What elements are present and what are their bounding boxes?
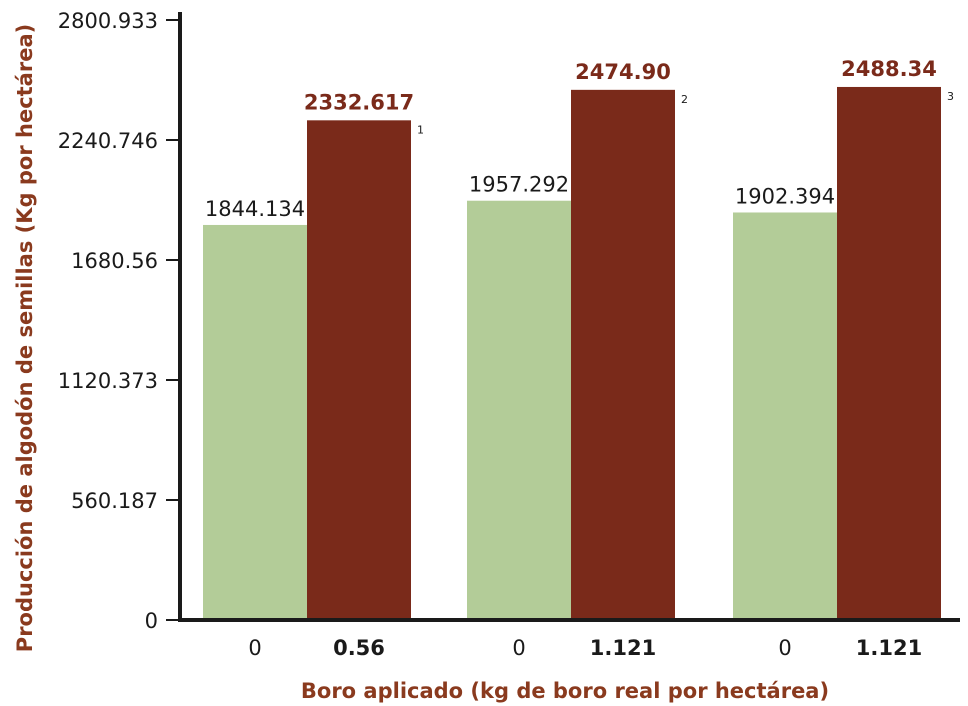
y-tick-label: 0 bbox=[145, 609, 158, 633]
bar-treated bbox=[571, 89, 675, 620]
x-axis: 0 0.56 0 1.121 0 1.121 bbox=[178, 618, 960, 660]
x-category-label: 1.121 bbox=[590, 636, 656, 660]
bar-control bbox=[203, 224, 307, 620]
y-axis: 0 560.187 1120.373 1680.56 2240.746 2800.933 bbox=[58, 9, 182, 633]
data-label-treated: 2488.34 bbox=[841, 57, 937, 81]
bar-treated bbox=[837, 86, 941, 620]
y-axis-title: Producción de algodón de semillas (Kg po… bbox=[13, 24, 37, 652]
x-category-label: 0 bbox=[248, 636, 261, 660]
x-category-label: 1.121 bbox=[856, 636, 922, 660]
data-label-control: 1844.134 bbox=[205, 197, 305, 221]
bar-control bbox=[733, 212, 837, 621]
data-label-control: 1957.292 bbox=[469, 173, 569, 197]
x-category-label: 0 bbox=[512, 636, 525, 660]
data-label-control: 1902.394 bbox=[735, 184, 835, 208]
bar-control bbox=[467, 200, 571, 620]
footnote-marker: 3 bbox=[947, 90, 954, 103]
data-label-treated: 2474.90 bbox=[575, 60, 671, 84]
footnote-marker: 2 bbox=[681, 93, 688, 106]
x-category-label: 0 bbox=[778, 636, 791, 660]
y-tick-label: 1120.373 bbox=[58, 369, 158, 393]
y-tick-label: 1680.56 bbox=[71, 249, 158, 273]
y-tick-label: 2800.933 bbox=[58, 9, 158, 33]
x-category-label: 0.56 bbox=[333, 636, 385, 660]
x-axis-title: Boro aplicado (kg de boro real por hectá… bbox=[301, 679, 829, 703]
bar-treated bbox=[307, 120, 411, 620]
y-tick-label: 2240.746 bbox=[58, 129, 158, 153]
footnote-marker: 1 bbox=[417, 123, 424, 136]
y-tick-label: 560.187 bbox=[71, 489, 158, 513]
data-label-treated: 2332.617 bbox=[304, 90, 414, 114]
